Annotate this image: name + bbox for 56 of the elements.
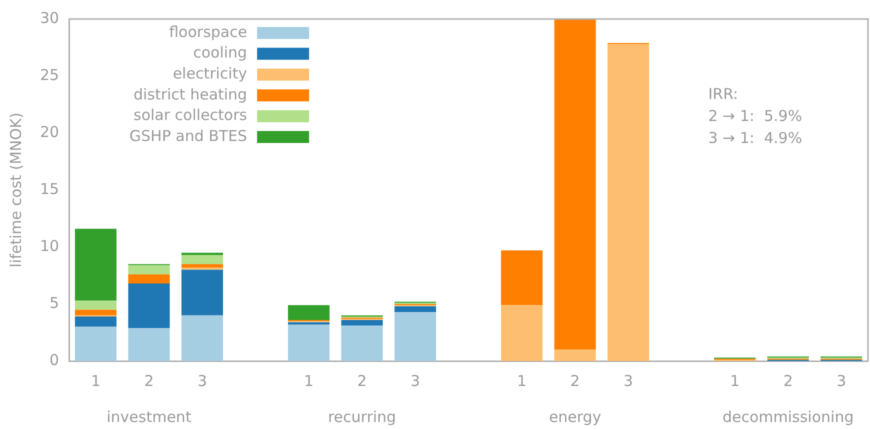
y-tick-label: 25 [40, 66, 60, 84]
bar [554, 19, 596, 350]
bar [288, 324, 330, 361]
legend-label: electricity [172, 64, 248, 82]
legend-label: district heating [133, 85, 248, 104]
bar [74, 316, 116, 327]
x-tick-label: 3 [836, 372, 846, 390]
bar [181, 254, 224, 264]
text: decommissioning [722, 408, 854, 426]
bar [554, 350, 596, 361]
bar [128, 265, 170, 274]
bar [288, 305, 330, 320]
x-tick-label: 1 [730, 372, 740, 390]
y-tick-label: 30 [40, 8, 60, 27]
x-tick-label: 2 [357, 372, 367, 390]
legend-label: GSHP and BTES [129, 126, 248, 145]
x-tick-label: 3 [410, 372, 420, 390]
bar [394, 312, 436, 361]
y-tick-label: 15 [40, 180, 60, 198]
text: energy [548, 408, 602, 426]
bar [74, 228, 116, 301]
bar [181, 264, 224, 268]
bar [341, 326, 383, 361]
bar [128, 283, 170, 328]
bar [181, 315, 224, 361]
bar [128, 274, 170, 284]
bar [74, 300, 116, 310]
y-tick-label: 10 [40, 236, 60, 255]
bar [394, 306, 436, 312]
x-tick-label: 1 [304, 372, 314, 390]
x-tick-label: 2 [144, 372, 154, 390]
y-tick-label: 20 [40, 122, 60, 141]
bar [74, 310, 116, 316]
bar [128, 328, 170, 361]
x-tick-label: 2 [783, 372, 793, 390]
bar [288, 322, 330, 325]
y-tick-label: 0 [50, 350, 60, 369]
bar [181, 270, 224, 316]
bar [341, 320, 383, 326]
annotation: IRR: 2 → 1: 5.9% 3 → 1: 4.9% [708, 85, 802, 147]
bar [501, 250, 543, 306]
y-axis-title: lifetime cost (MNOK) [6, 112, 25, 268]
bar [608, 44, 650, 361]
legend-label: floorspace [169, 22, 248, 41]
x-tick-label: 2 [570, 372, 580, 390]
x-tick-label: 1 [517, 372, 527, 390]
legend-label: solar collectors [134, 106, 248, 124]
legend-label: cooling [193, 44, 248, 62]
y-tick-label: 5 [50, 294, 60, 312]
bar [74, 326, 116, 361]
x-tick-label: 3 [197, 372, 208, 390]
text: recurring [328, 408, 396, 426]
bar [501, 305, 543, 361]
x-tick-label: 3 [624, 372, 634, 390]
x-tick-label: 1 [90, 372, 100, 390]
text: investment [106, 408, 192, 426]
